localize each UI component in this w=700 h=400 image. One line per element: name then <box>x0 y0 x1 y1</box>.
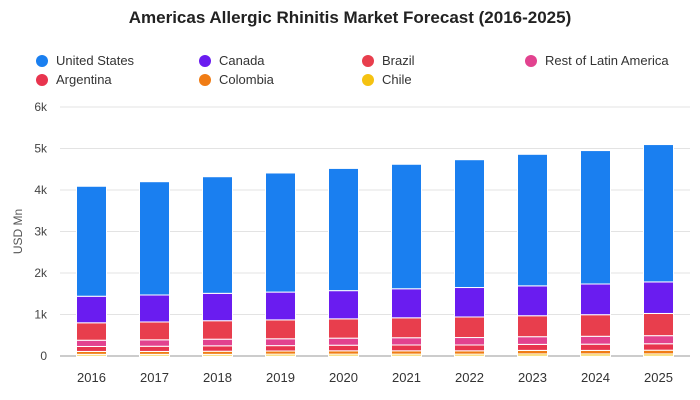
bar-segment-rest-of-latin-america-2021[interactable] <box>391 337 422 346</box>
x-tick-label: 2018 <box>203 370 232 385</box>
bar-segment-argentina-2021[interactable] <box>391 344 422 352</box>
bar-segment-argentina-2020[interactable] <box>328 344 359 352</box>
bar-segment-rest-of-latin-america-2022[interactable] <box>454 337 485 346</box>
legend-label: Chile <box>382 72 412 87</box>
y-tick-label: 5k <box>34 142 48 156</box>
bar-segment-canada-2020[interactable] <box>328 290 359 320</box>
legend-item-argentina[interactable]: Argentina <box>36 72 112 87</box>
bar-segment-united-states-2024[interactable] <box>580 150 611 285</box>
bar-segment-argentina-2018[interactable] <box>202 345 233 352</box>
bar-segment-canada-2018[interactable] <box>202 292 233 322</box>
legend-swatch <box>199 73 211 86</box>
y-axis-label: USD Mn <box>11 209 25 254</box>
y-tick-label: 6k <box>34 100 48 114</box>
bar-segment-brazil-2019[interactable] <box>265 319 296 340</box>
bar-segment-canada-2025[interactable] <box>643 281 674 314</box>
bar-segment-canada-2017[interactable] <box>139 294 170 323</box>
bar-segment-united-states-2021[interactable] <box>391 163 422 290</box>
bar-segment-brazil-2020[interactable] <box>328 318 359 339</box>
bar-segment-brazil-2023[interactable] <box>517 315 548 338</box>
bar-segment-united-states-2025[interactable] <box>643 144 674 283</box>
legend-item-brazil[interactable]: Brazil <box>362 53 415 68</box>
bar-segment-brazil-2021[interactable] <box>391 317 422 339</box>
bar-segment-argentina-2024[interactable] <box>580 343 611 351</box>
bar-segment-rest-of-latin-america-2016[interactable] <box>76 339 107 347</box>
y-tick-label: 0 <box>40 349 47 363</box>
y-tick-label: 2k <box>34 266 48 280</box>
bar-segment-canada-2016[interactable] <box>76 295 107 324</box>
legend-swatch <box>199 54 211 67</box>
legend-item-chile[interactable]: Chile <box>362 72 412 87</box>
x-tick-label: 2023 <box>518 370 547 385</box>
bar-segment-canada-2019[interactable] <box>265 291 296 321</box>
bar-segment-argentina-2016[interactable] <box>76 345 107 352</box>
bar-segment-united-states-2023[interactable] <box>517 153 548 287</box>
bar-segment-rest-of-latin-america-2017[interactable] <box>139 339 170 347</box>
bar-segment-united-states-2016[interactable] <box>76 185 107 297</box>
bar-segment-rest-of-latin-america-2020[interactable] <box>328 337 359 346</box>
bar-segment-united-states-2017[interactable] <box>139 181 170 296</box>
legend-swatch <box>362 73 374 86</box>
x-tick-label: 2022 <box>455 370 484 385</box>
bar-layer <box>76 144 674 357</box>
bar-segment-argentina-2019[interactable] <box>265 345 296 352</box>
legend-item-colombia[interactable]: Colombia <box>199 72 274 87</box>
bar-segment-canada-2021[interactable] <box>391 288 422 319</box>
x-tick-label: 2016 <box>77 370 106 385</box>
x-tick-label: 2025 <box>644 370 673 385</box>
legend-swatch <box>36 73 48 86</box>
bar-segment-brazil-2018[interactable] <box>202 320 233 340</box>
bar-segment-colombia-2024[interactable] <box>580 349 611 355</box>
bar-segment-brazil-2025[interactable] <box>643 312 674 337</box>
bar-segment-argentina-2025[interactable] <box>643 343 674 351</box>
bar-segment-united-states-2019[interactable] <box>265 172 296 293</box>
bar-segment-rest-of-latin-america-2025[interactable] <box>643 335 674 345</box>
bar-segment-rest-of-latin-america-2018[interactable] <box>202 338 233 347</box>
legend-label: Colombia <box>219 72 274 87</box>
legend-item-canada[interactable]: Canada <box>199 53 265 68</box>
bar-segment-rest-of-latin-america-2024[interactable] <box>580 335 611 345</box>
y-tick-label: 3k <box>34 225 48 239</box>
bar-segment-united-states-2020[interactable] <box>328 167 359 292</box>
legend-item-united-states[interactable]: United States <box>36 53 134 68</box>
bar-segment-colombia-2025[interactable] <box>643 349 674 355</box>
bar-segment-brazil-2017[interactable] <box>139 321 170 341</box>
bar-segment-brazil-2022[interactable] <box>454 316 485 339</box>
y-tick-label: 4k <box>34 183 48 197</box>
bar-segment-argentina-2022[interactable] <box>454 344 485 352</box>
bar-segment-canada-2023[interactable] <box>517 285 548 317</box>
x-tick-label: 2019 <box>266 370 295 385</box>
legend-swatch <box>362 54 374 67</box>
bar-segment-rest-of-latin-america-2019[interactable] <box>265 338 296 347</box>
x-tick-label: 2017 <box>140 370 169 385</box>
legend-label: Canada <box>219 53 265 68</box>
legend-item-rest-of-latin-america[interactable]: Rest of Latin America <box>525 53 669 68</box>
chart-title: Americas Allergic Rhinitis Market Foreca… <box>128 8 572 27</box>
legend-label: Rest of Latin America <box>545 53 669 68</box>
bar-segment-canada-2024[interactable] <box>580 283 611 316</box>
bar-segment-united-states-2018[interactable] <box>202 176 233 294</box>
bar-segment-argentina-2023[interactable] <box>517 343 548 351</box>
bar-segment-brazil-2024[interactable] <box>580 314 611 337</box>
legend-label: Brazil <box>382 53 415 68</box>
legend-swatch <box>525 54 537 67</box>
bar-segment-canada-2022[interactable] <box>454 287 485 318</box>
x-tick-label: 2020 <box>329 370 358 385</box>
x-tick-label: 2024 <box>581 370 610 385</box>
bar-segment-united-states-2022[interactable] <box>454 159 485 289</box>
x-tick-label: 2021 <box>392 370 421 385</box>
axis-layer: 0 1k 2k 3k 4k 5k 6k USD Mn 2016 2017 2018 2019 2020 2… <box>11 100 673 385</box>
y-tick-label: 1k <box>34 308 48 322</box>
bar-segment-brazil-2016[interactable] <box>76 322 107 341</box>
bar-segment-rest-of-latin-america-2023[interactable] <box>517 336 548 345</box>
legend-label: Argentina <box>56 72 112 87</box>
legend-label: United States <box>56 53 135 68</box>
bar-segment-colombia-2023[interactable] <box>517 349 548 355</box>
legend-swatch <box>36 54 48 67</box>
bar-segment-argentina-2017[interactable] <box>139 345 170 352</box>
